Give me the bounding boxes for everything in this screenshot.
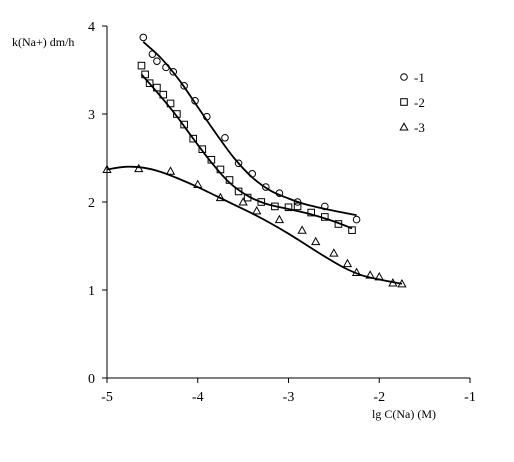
data-point-series-3 xyxy=(388,278,398,287)
data-point-series-1 xyxy=(234,159,243,168)
data-point-series-2 xyxy=(198,145,207,153)
data-point-series-2 xyxy=(173,110,181,118)
y-tick-label: 0 xyxy=(88,372,95,387)
data-point-series-3 xyxy=(297,225,307,234)
data-point-series-3 xyxy=(311,236,321,246)
x-tick-label: -2 xyxy=(373,390,385,405)
x-tick-label: -5 xyxy=(101,390,113,405)
x-ticks: -5 -4 -3 -2 -1 xyxy=(101,378,476,405)
data-point-series-1 xyxy=(191,97,199,105)
data-point-series-2 xyxy=(284,203,293,212)
y-tick-label: 4 xyxy=(88,20,95,35)
data-point-series-1 xyxy=(153,57,161,66)
data-point-series-3 xyxy=(329,248,339,257)
data-point-series-2 xyxy=(334,220,343,228)
data-point-series-1 xyxy=(169,67,178,76)
data-point-series-2 xyxy=(180,120,188,129)
data-point-series-2 xyxy=(234,187,243,196)
y-tick-label: 3 xyxy=(88,108,95,123)
plot-area: -5 -4 -3 -2 -1 0 1 2 3 4 xyxy=(88,20,476,405)
fit-line-series-3 xyxy=(106,165,403,285)
data-point-series-3 xyxy=(342,258,353,268)
legend-label-series-3: -3 xyxy=(414,120,425,135)
data-point-series-2 xyxy=(159,90,168,99)
data-point-series-3 xyxy=(165,166,176,175)
data-point-series-2 xyxy=(243,193,252,202)
data-point-series-2 xyxy=(257,198,266,206)
data-point-series-1 xyxy=(203,112,211,121)
data-point-series-2 xyxy=(293,202,302,211)
x-axis-label: lg C(Na) (M) xyxy=(372,407,436,421)
x-tick-label: -4 xyxy=(192,390,204,405)
data-point-series-2 xyxy=(271,202,279,211)
data-point-series-2 xyxy=(216,165,225,174)
data-point-series-1 xyxy=(248,170,256,178)
legend-marker-series-2 xyxy=(400,98,408,106)
legend-label-series-2: -2 xyxy=(414,95,425,110)
legend-label-series-1: -1 xyxy=(414,70,425,85)
data-point-series-1 xyxy=(321,202,329,211)
data-point-series-1 xyxy=(352,215,361,224)
x-tick-label: -1 xyxy=(464,390,476,405)
markers xyxy=(102,33,407,288)
data-point-series-3 xyxy=(374,271,384,281)
y-tick-label: 2 xyxy=(88,196,95,211)
data-point-series-3 xyxy=(274,214,285,224)
data-point-series-2 xyxy=(189,134,198,143)
data-point-series-3 xyxy=(365,270,375,279)
data-point-series-3 xyxy=(134,163,144,173)
data-point-series-2 xyxy=(166,99,175,108)
data-point-series-3 xyxy=(252,205,262,215)
data-point-series-2 xyxy=(141,70,149,79)
data-point-series-1 xyxy=(139,33,148,42)
data-point-series-2 xyxy=(225,176,234,184)
data-point-series-2 xyxy=(153,83,161,92)
data-point-series-3 xyxy=(351,267,362,276)
y-tick-label: 1 xyxy=(88,284,95,299)
data-point-series-2 xyxy=(307,208,315,217)
data-point-series-1 xyxy=(162,63,170,72)
fit-lines xyxy=(106,41,403,285)
legend: -1 -2 -3 xyxy=(399,70,425,135)
y-axis-label: k(Na+) dm/h xyxy=(12,35,74,49)
data-point-series-3 xyxy=(102,164,112,173)
data-point-series-1 xyxy=(262,183,270,191)
data-point-series-2 xyxy=(207,155,216,164)
data-point-series-3 xyxy=(238,197,248,206)
data-point-series-1 xyxy=(275,189,284,197)
data-point-series-3 xyxy=(193,179,203,188)
data-point-series-3 xyxy=(397,279,407,288)
x-tick-label: -3 xyxy=(283,390,295,405)
data-point-series-2 xyxy=(137,61,146,70)
data-point-series-2 xyxy=(145,79,154,88)
legend-marker-series-3 xyxy=(399,122,409,131)
y-ticks: 0 1 2 3 4 xyxy=(88,20,107,387)
legend-marker-series-1 xyxy=(400,73,408,81)
data-point-series-2 xyxy=(348,226,356,234)
data-point-series-1 xyxy=(148,50,157,58)
data-point-series-2 xyxy=(321,213,329,221)
fit-line-series-1 xyxy=(142,41,357,217)
data-point-series-1 xyxy=(221,133,229,142)
data-point-series-3 xyxy=(215,192,226,202)
data-point-series-1 xyxy=(293,198,302,206)
data-point-series-1 xyxy=(180,82,188,90)
